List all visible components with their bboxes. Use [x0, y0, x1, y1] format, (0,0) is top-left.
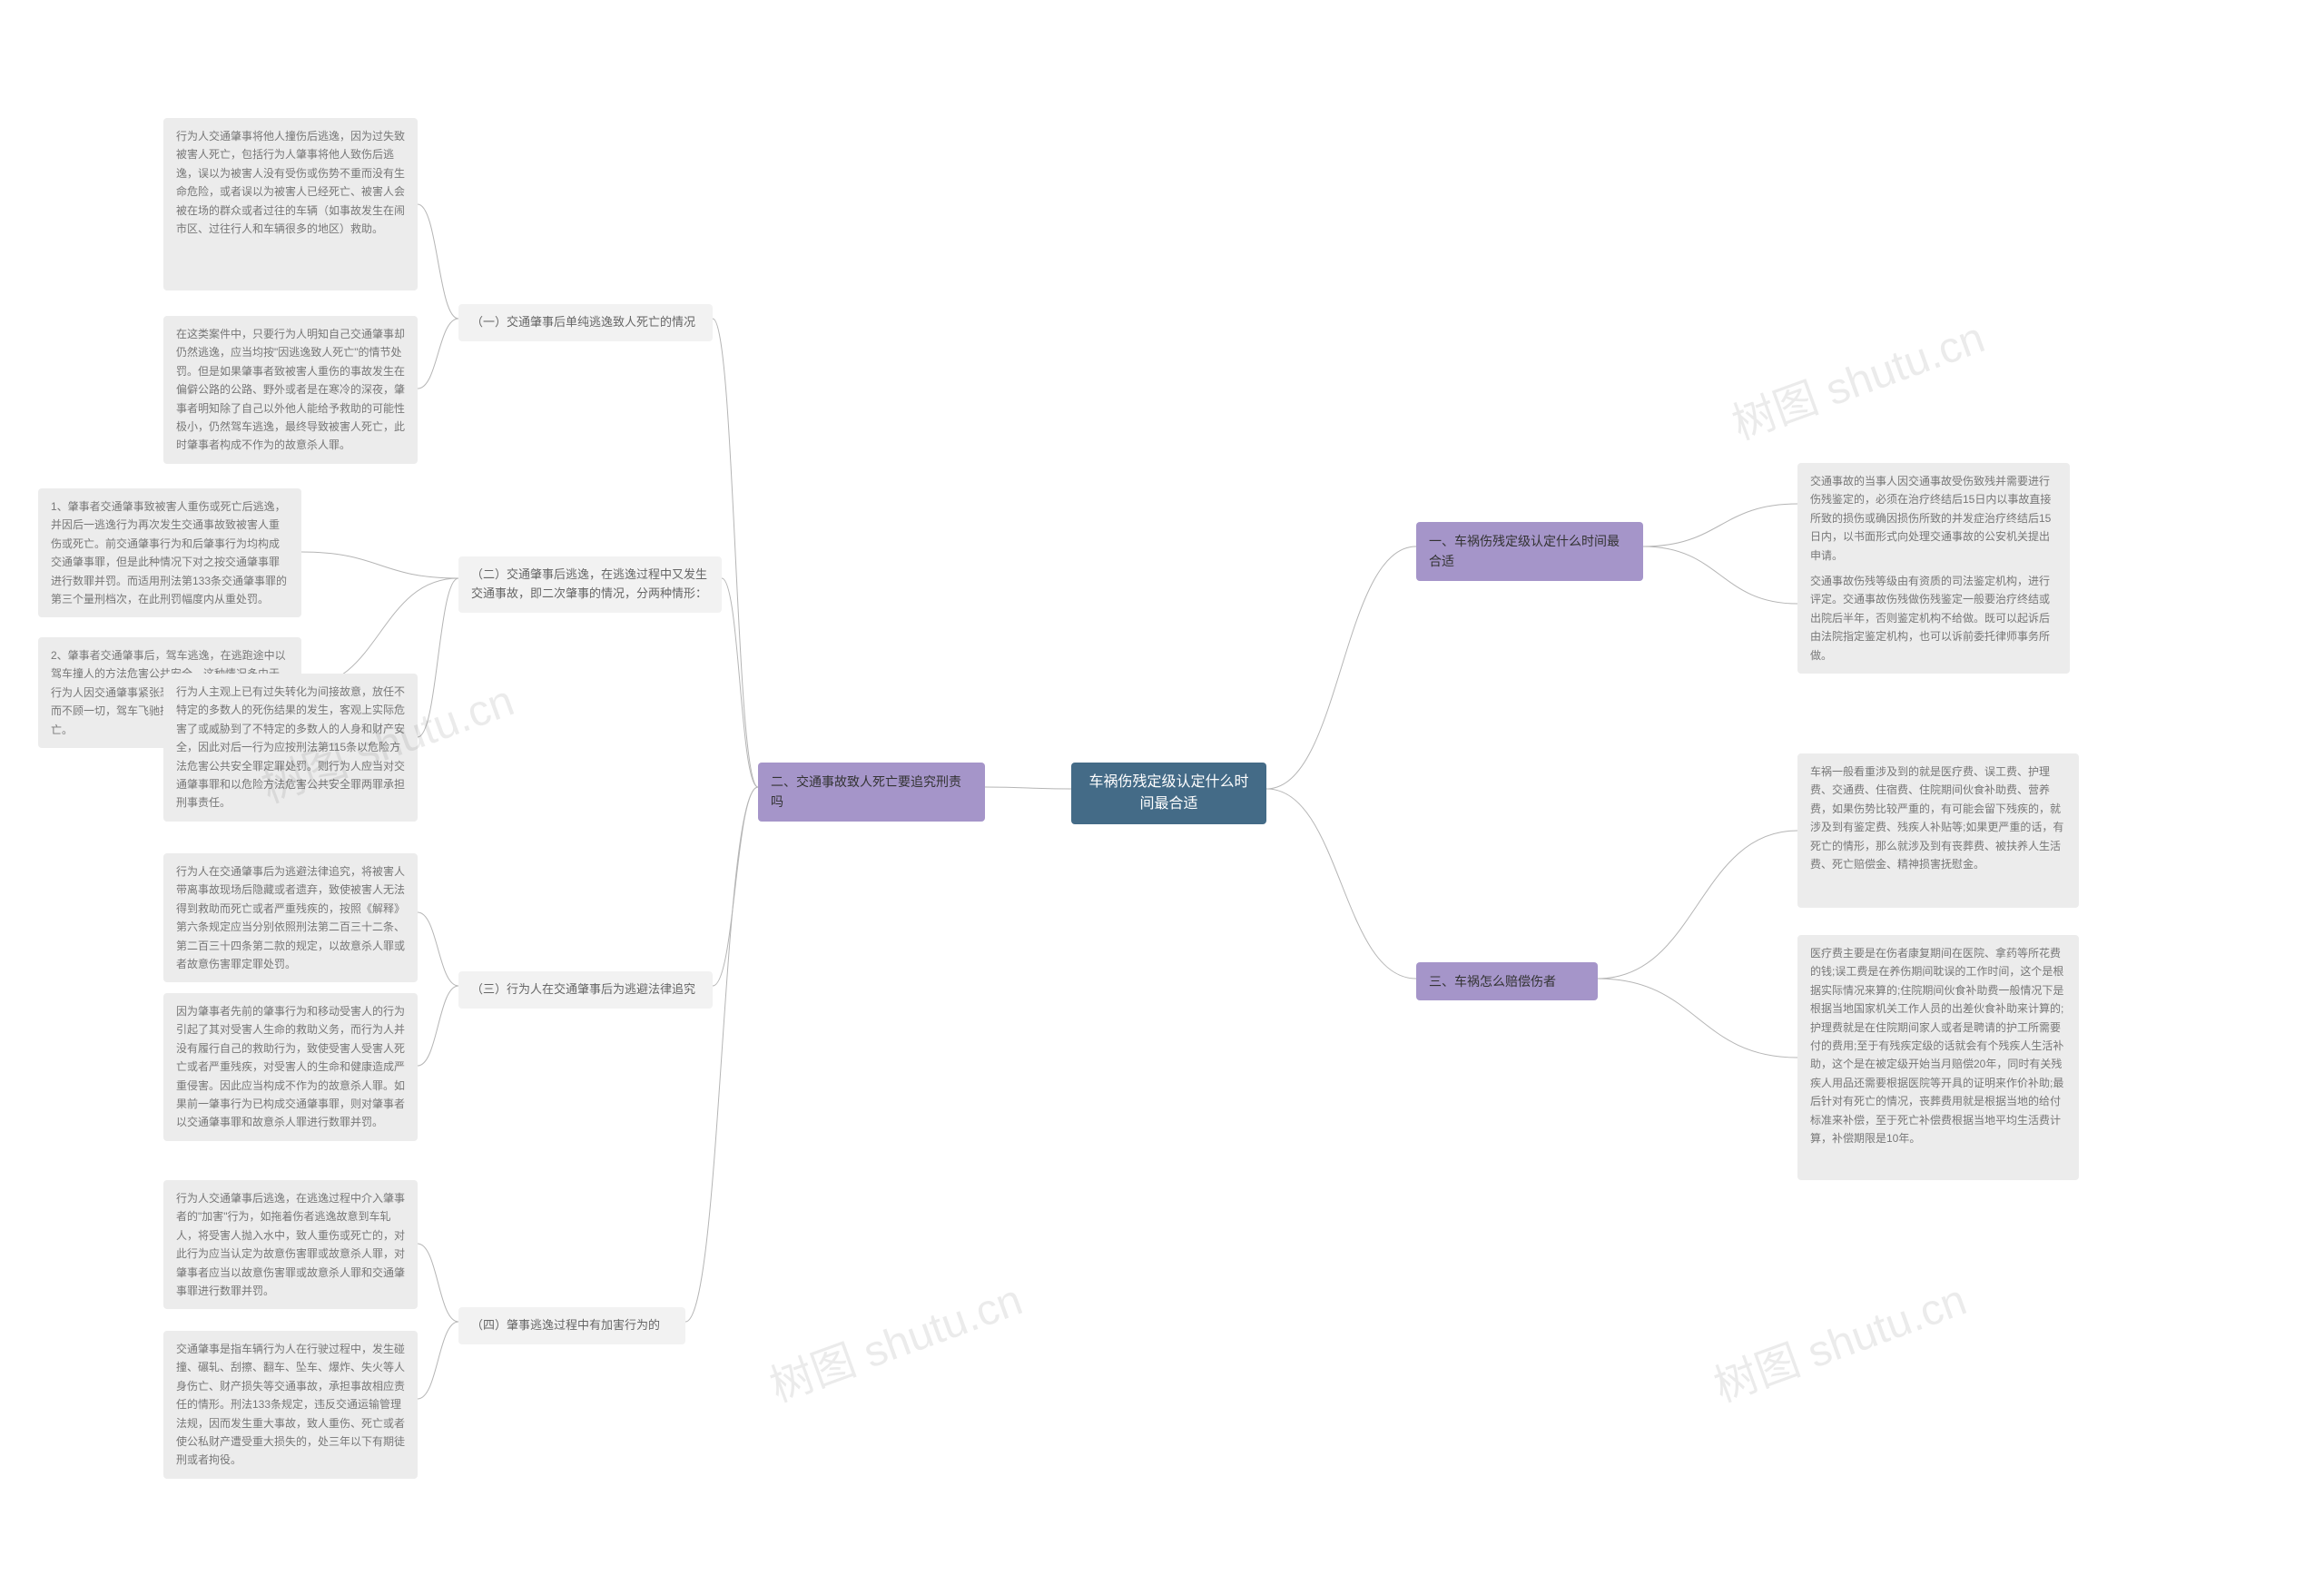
- root-node: 车祸伤残定级认定什么时 间最合适: [1071, 763, 1266, 824]
- leaf-node-s2l3: 行为人主观上已有过失转化为间接故意，放任不特定的多数人的死伤结果的发生，客观上实…: [163, 674, 418, 822]
- leaf-node-s2l1: 1、肇事者交通肇事致被害人重伤或死亡后逃逸，并因后一逃逸行为再次发生交通事故致被…: [38, 488, 301, 617]
- leaf-node-s1l1: 行为人交通肇事将他人撞伤后逃逸，因为过失致被害人死亡，包括行为人肇事将他人致伤后…: [163, 118, 418, 290]
- branch-node-b3: 三、车祸怎么赔偿伤者: [1416, 962, 1598, 1000]
- leaf-node-s3l2: 因为肇事者先前的肇事行为和移动受害人的行为引起了其对受害人生命的救助义务，而行为…: [163, 993, 418, 1141]
- watermark: 树图 shutu.cn: [1722, 301, 1992, 451]
- sub-node-s4: （四）肇事逃逸过程中有加害行为的: [458, 1307, 685, 1344]
- sub-node-s2: （二）交通肇事后逃逸，在逃逸过程中又发生 交通事故，即二次肇事的情况，分两种情形…: [458, 556, 722, 613]
- leaf-node-s4l2: 交通肇事是指车辆行为人在行驶过程中，发生碰撞、碾轧、刮擦、翻车、坠车、爆炸、失火…: [163, 1331, 418, 1479]
- branch-node-b1: 一、车祸伤残定级认定什么时间最 合适: [1416, 522, 1643, 581]
- leaf-node-s1l2: 在这类案件中，只要行为人明知自己交通肇事却仍然逃逸，应当均按"因逃逸致人死亡"的…: [163, 316, 418, 464]
- watermark: 树图 shutu.cn: [760, 1264, 1029, 1413]
- sub-node-s3: （三）行为人在交通肇事后为逃避法律追究: [458, 971, 713, 1009]
- watermark: 树图 shutu.cn: [1704, 1264, 1974, 1413]
- leaf-node-b3l2: 医疗费主要是在伤者康复期间在医院、拿药等所花费的钱;误工费是在养伤期间耽误的工作…: [1797, 935, 2079, 1180]
- leaf-node-s3l1: 行为人在交通肇事后为逃避法律追究，将被害人带离事故现场后隐藏或者遗弃，致使被害人…: [163, 853, 418, 982]
- branch-node-b2: 二、交通事故致人死亡要追究刑责 吗: [758, 763, 985, 822]
- sub-node-s1: （一）交通肇事后单纯逃逸致人死亡的情况: [458, 304, 713, 341]
- leaf-node-b1l2: 交通事故伤残等级由有资质的司法鉴定机构，进行评定。交通事故伤残做伤残鉴定一般要治…: [1797, 563, 2070, 674]
- leaf-node-s4l1: 行为人交通肇事后逃逸，在逃逸过程中介入肇事者的"加害"行为，如拖着伤者逃逸故意到…: [163, 1180, 418, 1309]
- leaf-node-b3l1: 车祸一般看重涉及到的就是医疗费、误工费、护理费、交通费、住宿费、住院期间伙食补助…: [1797, 753, 2079, 908]
- leaf-node-b1l1: 交通事故的当事人因交通事故受伤致残并需要进行伤残鉴定的，必须在治疗终结后15日内…: [1797, 463, 2070, 574]
